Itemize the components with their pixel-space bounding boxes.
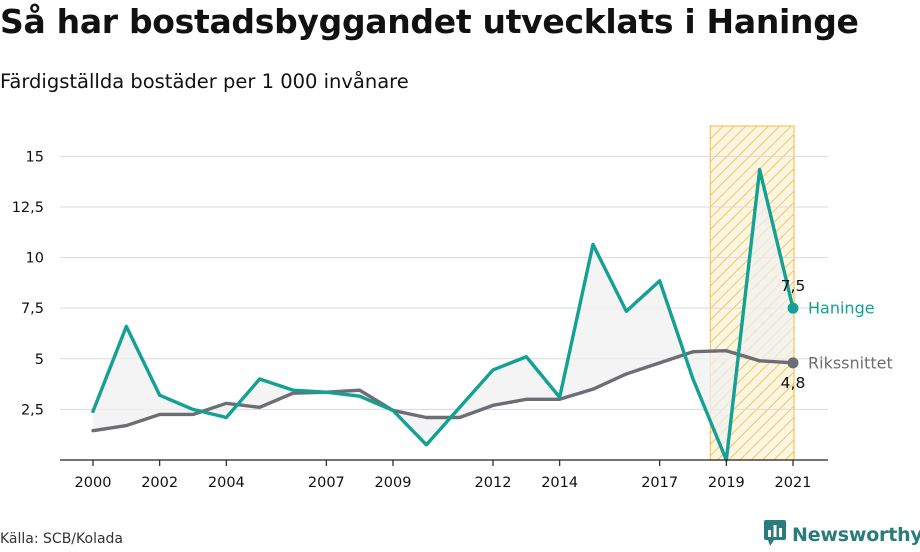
y-tick-label: 5 — [35, 352, 44, 368]
value-label-haninge: 7,5 — [781, 277, 806, 295]
x-tick-label: 2021 — [775, 475, 812, 491]
y-tick-label: 10 — [26, 251, 44, 267]
x-tick-label: 2019 — [708, 475, 745, 491]
series-line-rikssnittet — [91, 348, 795, 433]
x-tick-label: 2007 — [308, 475, 345, 491]
line-chart: 2,5 5 7,5 10 12,5 15 2000 2002 2004 2007 2009 2012… — [12, 125, 893, 491]
chart-icon — [764, 520, 786, 550]
source-note: Källa: SCB/Kolada — [0, 531, 124, 547]
chart-title: Så har bostadsbyggandet utvecklats i Han… — [0, 2, 859, 41]
series-label-haninge: Haninge — [808, 299, 875, 318]
y-tick-label: 2,5 — [21, 402, 44, 418]
end-point-rikssnittet — [787, 357, 799, 369]
end-point-haninge — [787, 302, 799, 314]
x-tick-label: 2004 — [208, 475, 245, 491]
brand-name: Newsworthy — [792, 524, 920, 546]
series-label-rikssnittet: Rikssnittet — [808, 353, 893, 372]
x-tick-label: 2012 — [475, 475, 512, 491]
y-tick-label: 15 — [26, 149, 44, 165]
value-label-rikssnittet: 4,8 — [781, 374, 806, 392]
series-line-haninge — [91, 167, 795, 462]
x-tick-label: 2014 — [541, 475, 578, 491]
x-tick-label: 2017 — [641, 475, 678, 491]
y-tick-label: 12,5 — [12, 200, 44, 216]
y-tick-label: 7,5 — [21, 301, 44, 317]
chart-subtitle: Färdigställda bostäder per 1 000 invånar… — [0, 70, 409, 93]
brand-logo: Newsworthy — [764, 520, 920, 550]
x-tick-label: 2009 — [375, 475, 412, 491]
series-gap-area — [93, 169, 793, 460]
x-tick-label: 2002 — [141, 475, 178, 491]
x-tick-label: 2000 — [75, 475, 112, 491]
